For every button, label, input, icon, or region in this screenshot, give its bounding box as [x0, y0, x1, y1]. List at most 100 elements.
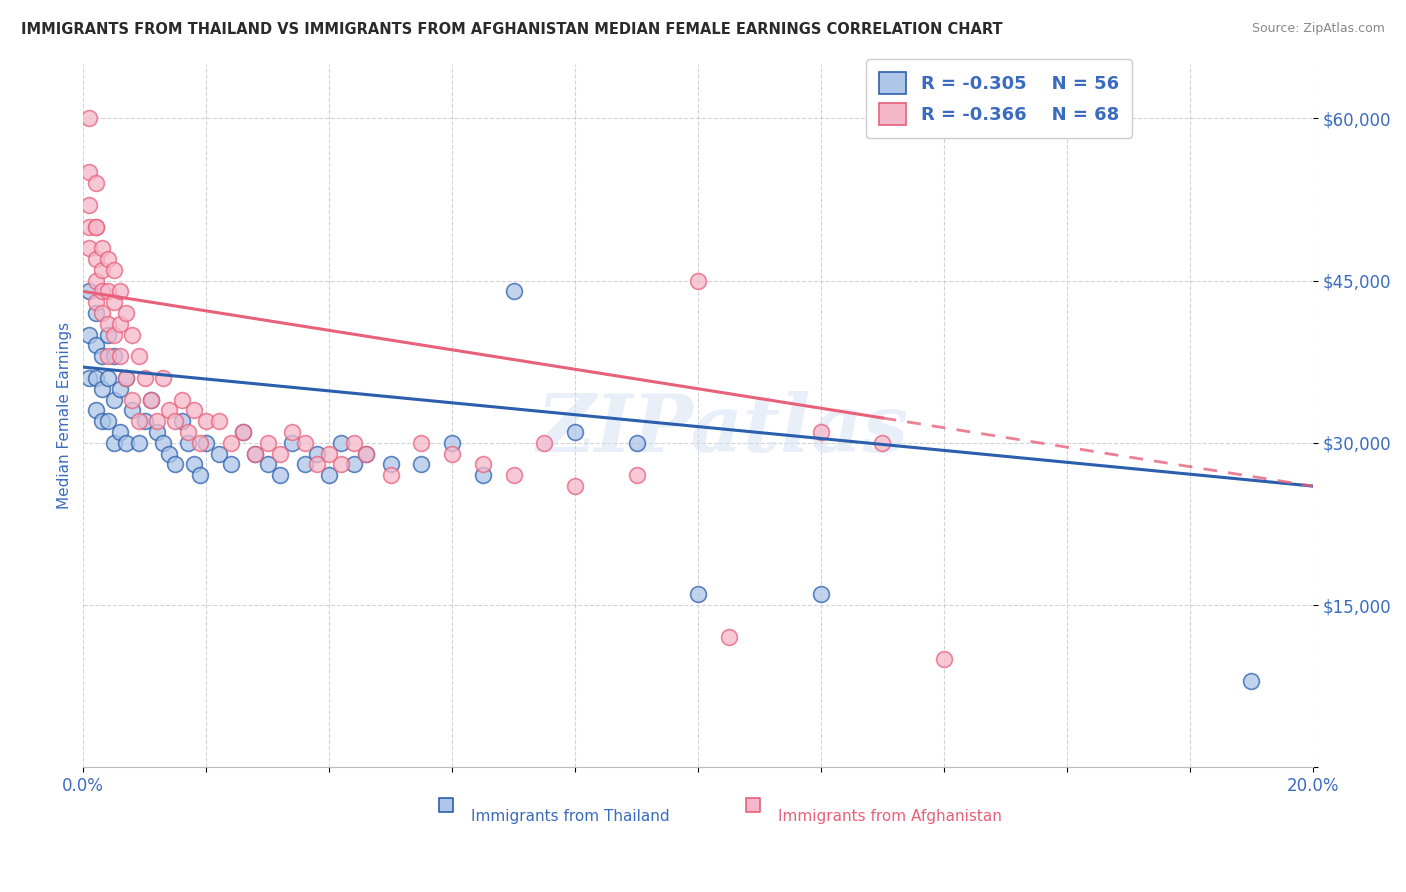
Point	[90, 306, 112, 320]
Point	[121, 403, 143, 417]
Point	[343, 458, 366, 472]
Point	[103, 435, 125, 450]
Point	[84, 274, 107, 288]
Point	[177, 425, 200, 439]
Text: ZIPatlas: ZIPatlas	[537, 391, 908, 468]
Point	[380, 458, 402, 472]
Point	[79, 198, 101, 212]
Point	[810, 425, 832, 439]
Point	[97, 349, 120, 363]
Point	[207, 447, 229, 461]
Point	[441, 435, 464, 450]
Text: Immigrants from Afghanistan: Immigrants from Afghanistan	[778, 809, 1001, 824]
Point	[318, 468, 340, 483]
Point	[84, 338, 107, 352]
Point	[872, 435, 894, 450]
Point	[128, 349, 150, 363]
Point	[139, 392, 162, 407]
Point	[932, 652, 955, 666]
Point	[97, 252, 120, 266]
Point	[139, 392, 162, 407]
Point	[686, 274, 709, 288]
Point	[103, 349, 125, 363]
Point	[219, 458, 242, 472]
Point	[626, 468, 648, 483]
Point	[157, 403, 180, 417]
Point	[294, 435, 316, 450]
Point	[195, 435, 218, 450]
Point	[269, 447, 291, 461]
Point	[232, 425, 254, 439]
Point	[115, 371, 138, 385]
Point	[354, 447, 377, 461]
Point	[256, 435, 278, 450]
Point	[305, 458, 328, 472]
Point	[183, 458, 205, 472]
Point	[108, 317, 131, 331]
Point	[90, 349, 112, 363]
Point	[152, 435, 174, 450]
Point	[84, 176, 107, 190]
Point	[115, 371, 138, 385]
Point	[103, 262, 125, 277]
Point	[90, 241, 112, 255]
Point	[281, 435, 304, 450]
Point	[84, 306, 107, 320]
Point	[281, 425, 304, 439]
Point	[1240, 673, 1263, 688]
Point	[103, 327, 125, 342]
Point	[686, 587, 709, 601]
Point	[121, 327, 143, 342]
Point	[152, 371, 174, 385]
Point	[380, 468, 402, 483]
Point	[115, 435, 138, 450]
Point	[502, 468, 524, 483]
Text: IMMIGRANTS FROM THAILAND VS IMMIGRANTS FROM AFGHANISTAN MEDIAN FEMALE EARNINGS C: IMMIGRANTS FROM THAILAND VS IMMIGRANTS F…	[21, 22, 1002, 37]
Point	[564, 479, 586, 493]
Point	[245, 447, 267, 461]
Point	[90, 285, 112, 299]
Point	[188, 468, 211, 483]
Point	[170, 392, 193, 407]
Legend: R = -0.305    N = 56, R = -0.366    N = 68: R = -0.305 N = 56, R = -0.366 N = 68	[866, 59, 1132, 137]
Point	[810, 587, 832, 601]
Point	[146, 425, 169, 439]
Point	[207, 414, 229, 428]
Point	[502, 285, 524, 299]
Point	[97, 327, 120, 342]
Point	[471, 468, 494, 483]
Point	[103, 295, 125, 310]
Point	[134, 371, 156, 385]
Point	[146, 414, 169, 428]
Point	[115, 306, 138, 320]
Point	[84, 403, 107, 417]
Point	[305, 447, 328, 461]
Point	[134, 414, 156, 428]
Point	[84, 295, 107, 310]
Point	[256, 458, 278, 472]
Y-axis label: Median Female Earnings: Median Female Earnings	[58, 322, 72, 509]
Point	[79, 327, 101, 342]
Point	[84, 219, 107, 234]
Point	[232, 425, 254, 439]
Point	[108, 425, 131, 439]
Point	[84, 371, 107, 385]
Point	[626, 435, 648, 450]
Point	[717, 631, 740, 645]
Point	[108, 382, 131, 396]
Point	[411, 458, 433, 472]
Point	[441, 447, 464, 461]
Point	[108, 349, 131, 363]
Point	[84, 252, 107, 266]
Point	[170, 414, 193, 428]
Point	[97, 317, 120, 331]
Point	[97, 371, 120, 385]
Point	[79, 241, 101, 255]
Point	[128, 414, 150, 428]
Point	[128, 435, 150, 450]
Point	[90, 262, 112, 277]
Point	[269, 468, 291, 483]
Point	[79, 219, 101, 234]
Point	[165, 414, 187, 428]
Point	[183, 403, 205, 417]
